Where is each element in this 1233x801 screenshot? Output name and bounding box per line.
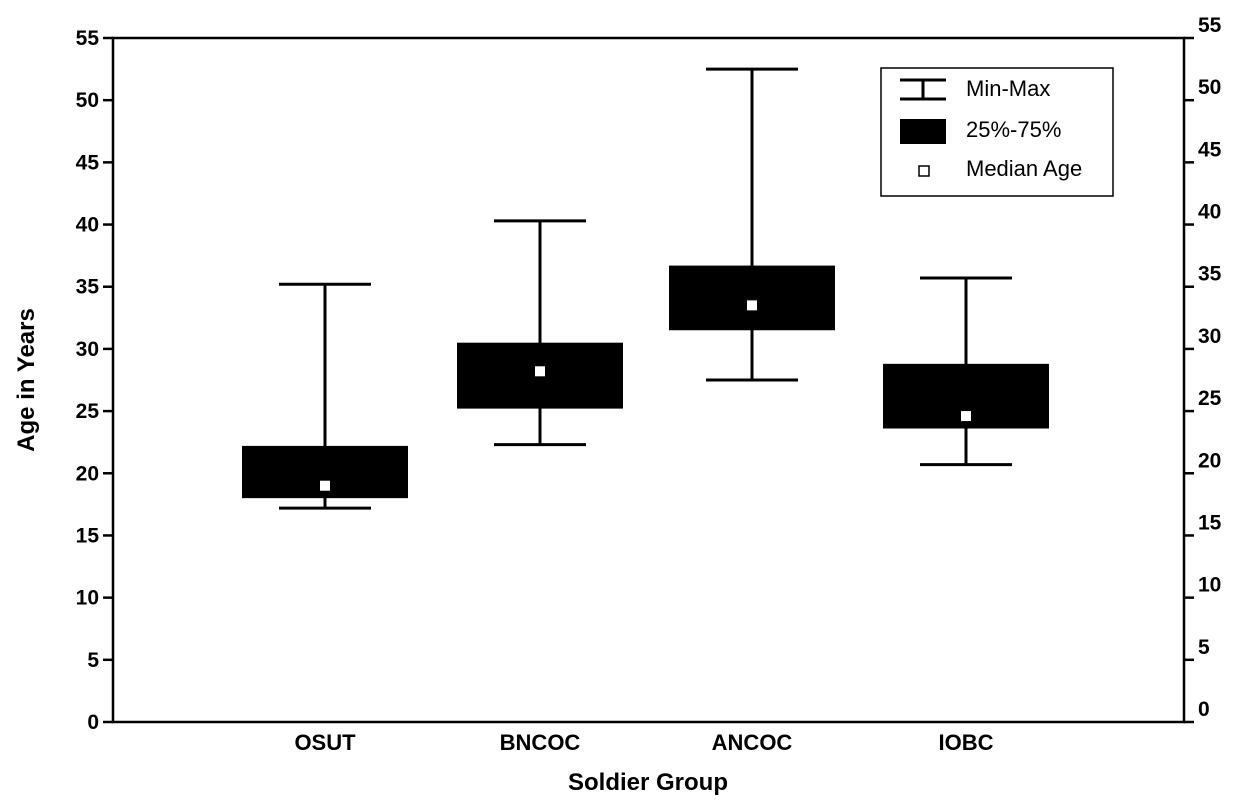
legend-median-swatch <box>918 165 930 177</box>
left-tick-label: 35 <box>76 276 100 299</box>
box-series <box>242 67 1049 510</box>
right-tick-label: 45 <box>1198 138 1222 161</box>
category-label: ANCOC <box>712 730 793 755</box>
y-axis-title: Age in Years <box>13 308 40 452</box>
right-tick-label: 55 <box>1198 14 1222 37</box>
right-axis: 0 5 10 15 20 25 30 35 40 45 50 55 <box>1184 14 1222 724</box>
left-tick-label: 20 <box>76 462 99 485</box>
left-tick-label: 55 <box>76 27 100 50</box>
right-tick-label: 15 <box>1198 511 1222 534</box>
left-tick-label: 15 <box>76 524 100 547</box>
legend: Min-Max 25%-75% Median Age <box>880 67 1114 197</box>
box-iobc <box>883 276 1049 467</box>
left-tick-label: 10 <box>76 587 99 610</box>
iqr-box <box>669 265 835 331</box>
right-tick-label: 20 <box>1198 449 1221 472</box>
right-tick-label: 30 <box>1198 325 1221 348</box>
left-tick-label: 45 <box>76 151 100 174</box>
x-axis-title: Soldier Group <box>568 769 728 796</box>
left-tick-label: 40 <box>76 214 99 237</box>
legend-box-label: 25%-75% <box>966 117 1061 142</box>
legend-box-swatch <box>900 119 946 144</box>
category-label: OSUT <box>294 730 356 755</box>
right-tick-label: 25 <box>1198 387 1222 410</box>
right-tick-label: 0 <box>1198 698 1210 721</box>
right-tick-label: 50 <box>1198 76 1221 99</box>
box-osut <box>242 282 408 510</box>
right-tick-label: 10 <box>1198 574 1221 597</box>
category-label: BNCOC <box>500 730 581 755</box>
left-tick-label: 50 <box>76 89 99 112</box>
legend-median-label: Median Age <box>966 156 1082 181</box>
right-tick-label: 5 <box>1198 636 1210 659</box>
left-tick-label: 25 <box>76 400 100 423</box>
left-axis: 0 5 10 15 20 25 30 35 40 45 50 55 <box>76 27 113 734</box>
x-axis-category-labels: OSUT BNCOC ANCOC IOBC <box>294 730 993 755</box>
right-tick-label: 35 <box>1198 263 1222 286</box>
left-tick-label: 0 <box>87 711 99 734</box>
left-tick-label: 5 <box>87 649 99 672</box>
category-label: IOBC <box>939 730 994 755</box>
box-ancoc <box>669 67 835 382</box>
left-tick-label: 30 <box>76 338 99 361</box>
median-marker <box>961 411 971 422</box>
box-bncoc <box>457 219 623 447</box>
legend-minmax-label: Min-Max <box>966 76 1050 101</box>
right-tick-label: 40 <box>1198 201 1221 224</box>
median-marker <box>320 480 330 491</box>
legend-minmax-icon <box>900 78 946 101</box>
plot-frame <box>111 36 1186 724</box>
median-marker <box>535 366 545 377</box>
median-marker <box>747 300 757 311</box>
